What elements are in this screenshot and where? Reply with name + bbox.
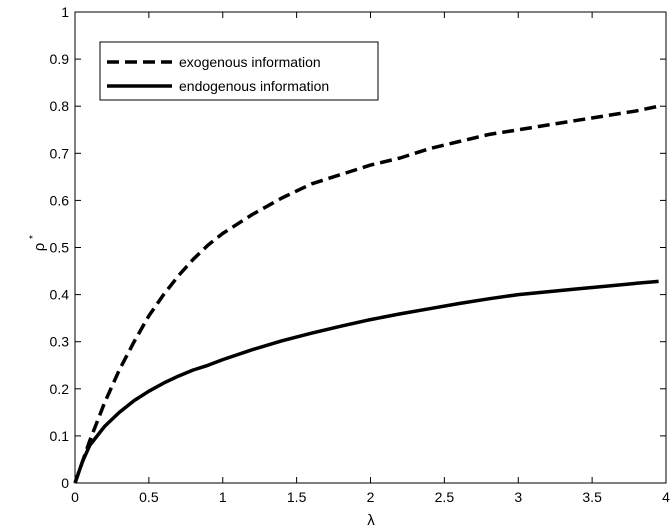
y-tick-label: 0.4 — [50, 287, 70, 303]
series-group — [73, 104, 659, 484]
y-axis-label: ρ * — [28, 235, 48, 251]
y-tick-label: 0.7 — [50, 145, 70, 161]
series-line-endogenous — [73, 279, 659, 484]
legend-label-endogenous: endogenous information — [179, 78, 329, 94]
y-tick-label: 0.9 — [50, 51, 70, 67]
x-tick-label: 3 — [514, 489, 522, 505]
y-tick-label: 0.5 — [50, 240, 70, 256]
y-axis-label-text: ρ — [31, 243, 48, 252]
y-tick-label: 0.3 — [50, 334, 70, 350]
x-tick-label: 0.5 — [139, 489, 159, 505]
y-tick-label: 0.8 — [50, 98, 70, 114]
y-tick-label: 0 — [61, 475, 69, 491]
x-tick-label: 2.5 — [435, 489, 455, 505]
y-tick-label: 0.1 — [50, 428, 70, 444]
y-tick-label: 0.6 — [50, 192, 70, 208]
y-tick-label: 0.2 — [50, 381, 70, 397]
x-tick-label: 3.5 — [582, 489, 602, 505]
series-line-exogenous — [73, 104, 659, 484]
legend: exogenous information endogenous informa… — [99, 41, 379, 101]
y-tick-label: 1 — [61, 4, 69, 20]
axis-ticks: 0 0.5 1 1.5 2 2.5 3 3.5 4 0 0.1 0.2 0.3 0.4 0.5 0.6 0.7 0… — [50, 4, 671, 505]
legend-label-exogenous: exogenous information — [179, 54, 321, 70]
x-tick-label: 1.5 — [287, 489, 307, 505]
legend-box — [99, 41, 379, 101]
x-tick-label: 4 — [662, 489, 670, 505]
x-axis-label: λ — [367, 512, 375, 528]
y-axis-label-superscript: * — [28, 235, 39, 239]
x-tick-label: 1 — [219, 489, 227, 505]
x-tick-label: 0 — [71, 489, 79, 505]
x-tick-label: 2 — [367, 489, 375, 505]
